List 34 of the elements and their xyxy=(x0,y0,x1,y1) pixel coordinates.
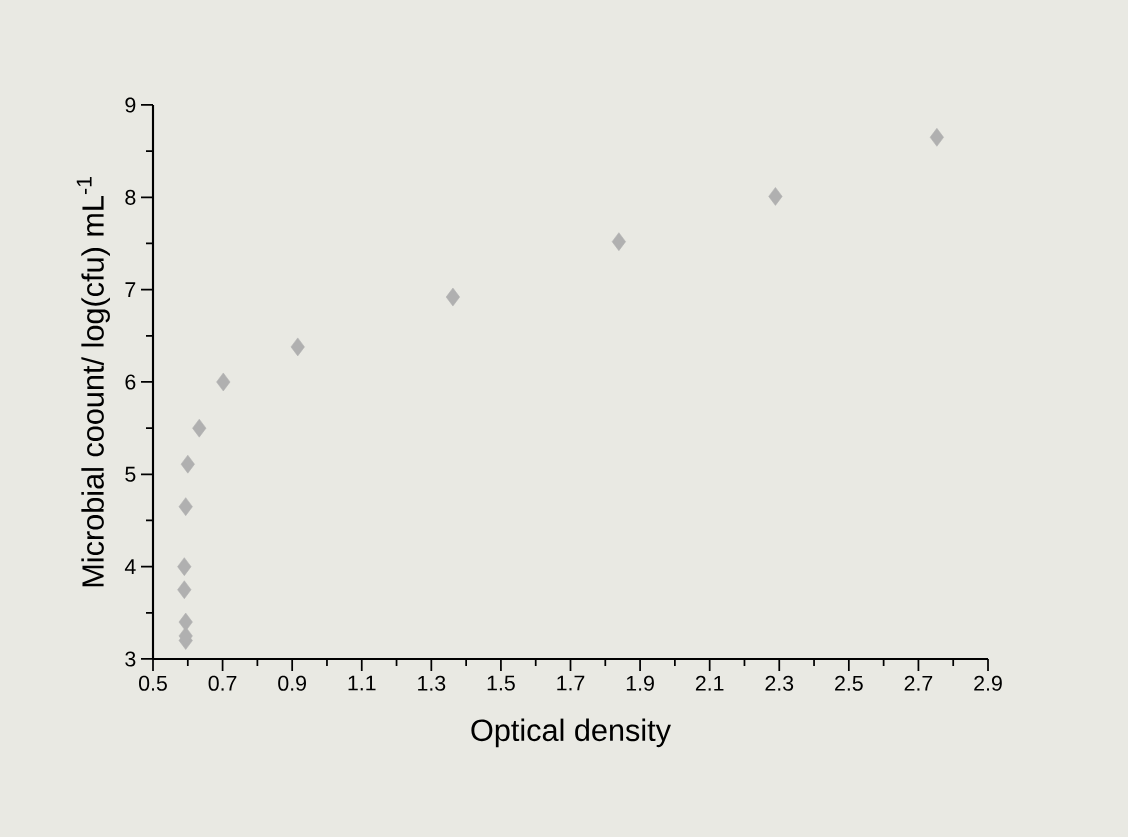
point xyxy=(180,454,195,474)
x-tick-label: 2.3 xyxy=(765,675,794,691)
y-tick-label: 4 xyxy=(124,559,136,574)
point xyxy=(178,497,193,516)
y-tick-label: 6 xyxy=(125,374,136,390)
x-tick-label: 1.7 xyxy=(557,675,585,691)
point xyxy=(177,580,192,600)
x-axis-title: Optical density xyxy=(471,718,671,748)
x-tick-label: 1.3 xyxy=(418,675,446,691)
x-tick-label: 2.7 xyxy=(904,675,933,691)
x-tick-label: 0.5 xyxy=(139,675,167,691)
point xyxy=(177,557,192,576)
x-tick-label: 2.5 xyxy=(835,675,863,691)
x-tick-label: 1.1 xyxy=(348,675,376,691)
point xyxy=(290,337,305,357)
point xyxy=(178,612,193,632)
y-tick-label: 3 xyxy=(125,651,136,667)
x-tick-label: 0.9 xyxy=(278,675,306,691)
y-tick-label: 7 xyxy=(125,282,136,297)
point xyxy=(445,287,460,307)
x-tick-label: 1.9 xyxy=(626,675,654,691)
point xyxy=(768,187,783,206)
x-tick-label: 0.7 xyxy=(208,675,237,691)
point xyxy=(192,418,207,438)
y-tick-label: 5 xyxy=(125,466,136,482)
y-axis-title: Microbial coount/ log(cfu) mL$^{-1}$ xyxy=(76,176,110,587)
point xyxy=(929,128,944,147)
x-tick-label: 1.5 xyxy=(487,675,515,691)
point xyxy=(611,232,626,251)
y-tick-label: 8 xyxy=(125,189,136,205)
x-tick-label: 2.1 xyxy=(695,675,724,691)
y-tick-label: 9 xyxy=(125,97,136,113)
x-tick-label: 2.9 xyxy=(974,675,1002,691)
point xyxy=(216,372,231,392)
